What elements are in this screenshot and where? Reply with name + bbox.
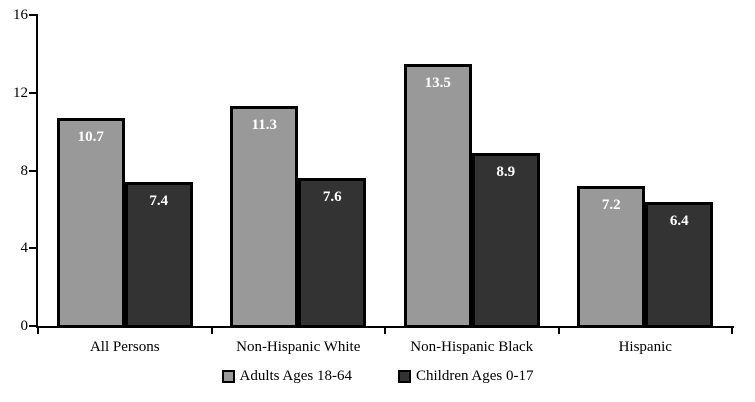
- bar-value-label: 8.9: [496, 164, 516, 180]
- bar-adults-ages-18-64-non-hispanic-white: [230, 106, 299, 328]
- y-tick-mark: [29, 14, 36, 16]
- legend-entry-adults-ages-18-64: Adults Ages 18-64: [221, 368, 353, 385]
- bar-children-ages-0-17-hispanic: [645, 201, 714, 328]
- bar-value-label: 7.4: [149, 193, 169, 210]
- bar-children-ages-0-17-all-persons: [124, 182, 193, 328]
- bar-value-label: 11.3: [251, 117, 277, 134]
- y-tick-label: 16: [13, 7, 28, 23]
- bar-value-label: 13.5: [424, 74, 451, 91]
- x-tick-mark: [557, 328, 560, 334]
- y-tick-mark: [29, 169, 36, 172]
- bar-adults-ages-18-64-hispanic: [577, 186, 646, 328]
- x-category-label-hispanic: Hispanic: [618, 339, 672, 355]
- x-tick-mark: [384, 328, 386, 334]
- legend-marker-children-ages-0-17: [398, 370, 411, 383]
- y-axis-line: [36, 14, 38, 328]
- bar-value-label: 6.4: [669, 212, 689, 229]
- y-tick-label: 12: [13, 84, 28, 101]
- legend-marker-adults-ages-18-64: [221, 370, 235, 383]
- y-tick-mark: [29, 325, 36, 327]
- x-category-label-non-hispanic-white: Non-Hispanic White: [236, 339, 361, 355]
- x-category-label-non-hispanic-black: Non-Hispanic Black: [410, 339, 534, 355]
- x-tick-mark: [731, 328, 733, 334]
- x-tick-mark: [37, 328, 39, 334]
- y-tick-mark: [29, 91, 36, 94]
- y-tick-label: 8: [20, 162, 29, 179]
- x-tick-mark: [210, 328, 213, 334]
- legend: Adults Ages 18-64 Children Ages 0-17: [0, 368, 755, 385]
- x-axis-line: [36, 326, 734, 328]
- bar-value-label: 10.7: [77, 129, 104, 146]
- y-tick-label: 0: [20, 318, 29, 334]
- legend-label: Children Ages 0-17: [416, 368, 534, 384]
- legend-label: Adults Ages 18-64: [239, 368, 353, 384]
- bar-children-ages-0-17-non-hispanic-black: [471, 153, 540, 328]
- y-tick-label: 4: [20, 240, 29, 257]
- x-category-label-all-persons: All Persons: [89, 339, 160, 355]
- bar-value-label: 7.2: [601, 197, 621, 214]
- bar-adults-ages-18-64-all-persons: [56, 118, 125, 328]
- bar-adults-ages-18-64-non-hispanic-black: [403, 63, 472, 328]
- legend-entry-children-ages-0-17: Children Ages 0-17: [398, 368, 534, 385]
- bar-children-ages-0-17-non-hispanic-white: [298, 178, 367, 328]
- bar-value-label: 7.6: [322, 189, 342, 206]
- y-tick-mark: [29, 247, 36, 250]
